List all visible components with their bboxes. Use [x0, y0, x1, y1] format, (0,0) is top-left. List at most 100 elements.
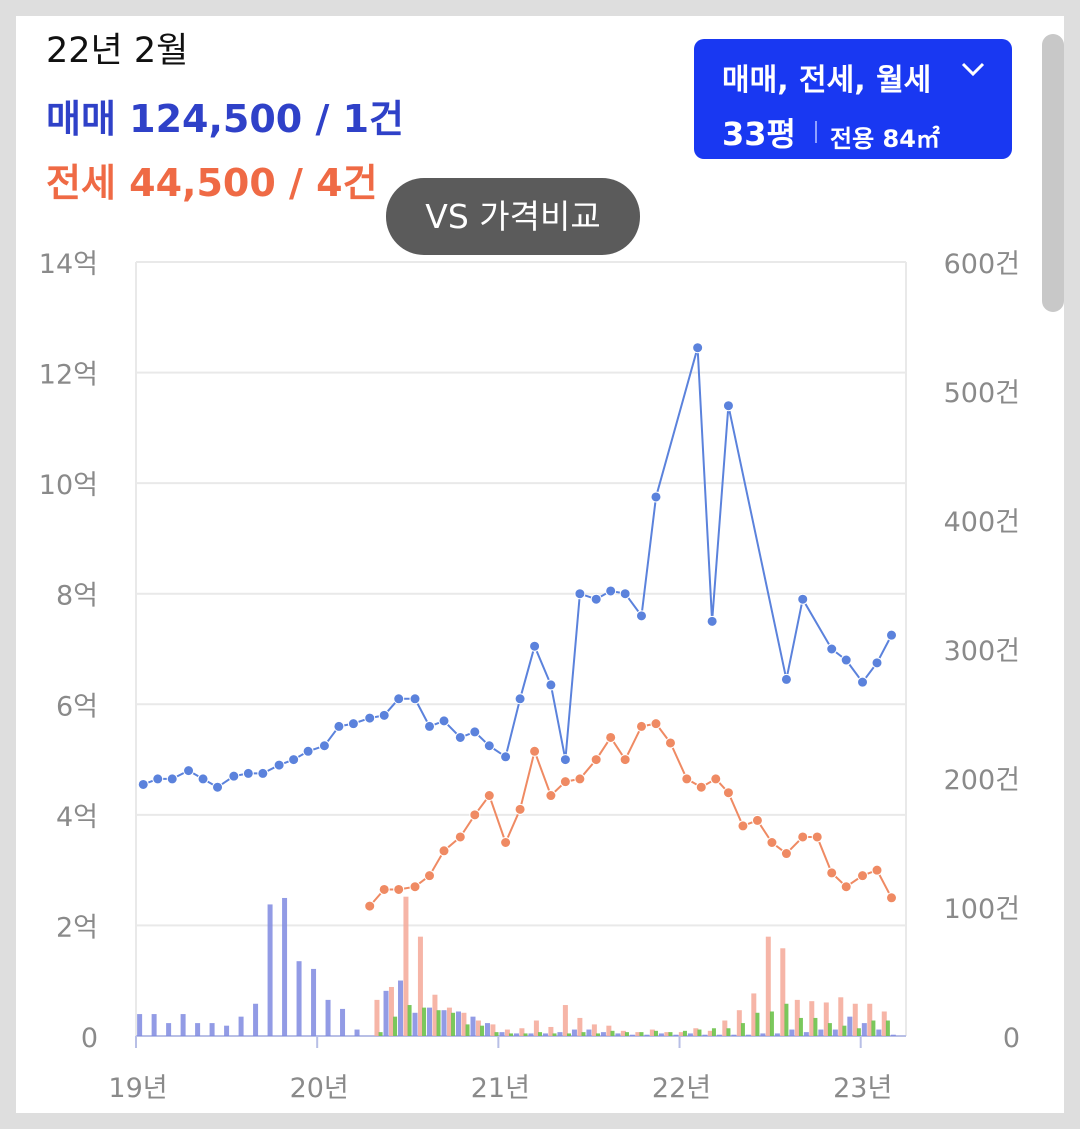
x-tick-label: 20년 — [290, 1073, 349, 1104]
pyeong-size-label: 33평 — [722, 115, 796, 153]
sale_volume-bar — [412, 1012, 418, 1036]
jeonse_volume-bar — [548, 1026, 554, 1036]
jeonse_volume-bar — [852, 1003, 858, 1036]
sale-point — [197, 773, 209, 785]
monthly_volume-bar — [842, 1025, 847, 1036]
monthly_volume-bar — [422, 1007, 427, 1036]
sale-point — [364, 712, 376, 724]
jeonse_volume-bar — [823, 1002, 829, 1036]
sale-point — [559, 754, 571, 766]
jeonse-point — [409, 881, 421, 893]
sale_volume-bar — [513, 1033, 519, 1036]
sale-point — [288, 754, 300, 766]
sale_volume-bar — [209, 1023, 215, 1036]
sale_volume-bar — [774, 1033, 780, 1036]
jeonse_volume-bar — [693, 1028, 699, 1036]
jeonse-point — [529, 745, 541, 757]
vs-price-compare-button[interactable]: VS 가격비교 — [386, 178, 640, 255]
jeonse_volume-bar — [838, 997, 844, 1036]
jeonse-point — [840, 881, 852, 893]
monthly_volume-bar — [682, 1030, 687, 1036]
y-left-tick-label: 2억 — [56, 912, 98, 943]
sale_volume-bar — [195, 1023, 201, 1036]
jeonse-point — [871, 864, 883, 876]
jeonse_volume-bar — [606, 1025, 612, 1036]
sale_volume-bar — [470, 1016, 476, 1036]
jeonse_volume-bar — [722, 1020, 728, 1036]
sale-point — [378, 709, 390, 721]
sale_volume-bar — [484, 1023, 490, 1036]
jeonse_volume-bar — [707, 1030, 713, 1036]
jeonse-point — [826, 867, 838, 879]
jeonse-point — [619, 754, 631, 766]
jeonse_volume-bar — [475, 1020, 481, 1036]
sale-point — [257, 767, 269, 779]
sale_volume-bar — [180, 1014, 186, 1036]
jeonse_volume-bar — [664, 1032, 670, 1036]
jeonse-point — [710, 773, 722, 785]
sale_volume-bar — [658, 1033, 664, 1036]
jeonse-point — [545, 790, 557, 802]
jeonse-point — [378, 883, 390, 895]
sale-point — [650, 491, 662, 503]
jeonse-point — [364, 900, 376, 912]
monthly_volume-bar — [726, 1028, 731, 1036]
sale_volume-bar — [267, 904, 273, 1036]
jeonse-summary: 전세 44,500 / 4건 — [46, 161, 378, 205]
chevron-down-icon — [961, 62, 985, 77]
sale_volume-bar — [687, 1033, 693, 1036]
x-tick-label: 22년 — [652, 1073, 711, 1104]
monthly_volume-bar — [436, 1010, 441, 1036]
monthly_volume-bar — [711, 1028, 716, 1036]
sale-point — [871, 657, 883, 669]
monthly_volume-bar — [596, 1033, 600, 1036]
jeonse-point — [766, 837, 778, 848]
sale_volume-bar — [325, 999, 331, 1036]
monthly_volume-bar — [813, 1017, 818, 1036]
sale_volume-bar — [441, 1010, 447, 1036]
monthly_volume-bar — [494, 1032, 499, 1036]
jeonse-point — [650, 718, 662, 730]
monthly_volume-bar — [755, 1012, 760, 1036]
sale_volume-bar — [224, 1025, 230, 1036]
sale-point — [318, 740, 330, 752]
y-left-tick-label: 6억 — [56, 691, 98, 722]
sale_volume-bar — [760, 1033, 766, 1036]
sale_volume-bar — [644, 1034, 650, 1036]
scrollbar[interactable] — [1042, 34, 1064, 312]
sale-point — [424, 720, 436, 732]
sale_volume-bar — [716, 1034, 722, 1036]
sale_volume-bar — [282, 897, 288, 1036]
sale-point — [857, 676, 869, 688]
sale_volume-bar — [427, 1007, 433, 1036]
sale_volume-bar — [311, 968, 317, 1036]
selected-month: 22년 2월 — [46, 31, 189, 71]
jeonse_volume-bar — [490, 1024, 496, 1036]
sale-point — [409, 693, 421, 705]
jeonse_volume-bar — [446, 1007, 452, 1036]
y-right-tick-label: 0 — [1003, 1023, 1020, 1054]
jeonse-point — [574, 773, 586, 785]
sale_volume-bar — [398, 980, 404, 1036]
jeonse-point — [605, 731, 617, 743]
y-left-tick-label: 14억 — [39, 249, 98, 280]
sale_volume-bar — [847, 1016, 853, 1036]
exclusive-area-label: 전용 84㎡ — [830, 125, 940, 153]
jeonse-point — [797, 831, 809, 843]
sale-point — [393, 693, 405, 705]
sale-summary: 매매 124,500 / 1건 — [46, 97, 404, 141]
monthly_volume-bar — [639, 1032, 644, 1036]
jeonse-point — [681, 773, 693, 785]
sale-point — [500, 751, 512, 763]
y-right-tick-label: 100건 — [944, 894, 1020, 925]
sale-point — [273, 759, 285, 771]
sale_volume-bar — [745, 1034, 751, 1036]
sale-point — [302, 745, 314, 757]
sale-point — [469, 726, 481, 738]
monthly_volume-bar — [393, 1016, 398, 1036]
sale_volume-bar — [600, 1032, 606, 1036]
jeonse-point — [737, 820, 749, 832]
deal-type-selector[interactable]: 매매, 전세, 월세 33평 전용 84㎡ — [694, 39, 1012, 159]
jeonse-point — [886, 892, 898, 904]
jeonse_volume-bar — [403, 896, 409, 1036]
